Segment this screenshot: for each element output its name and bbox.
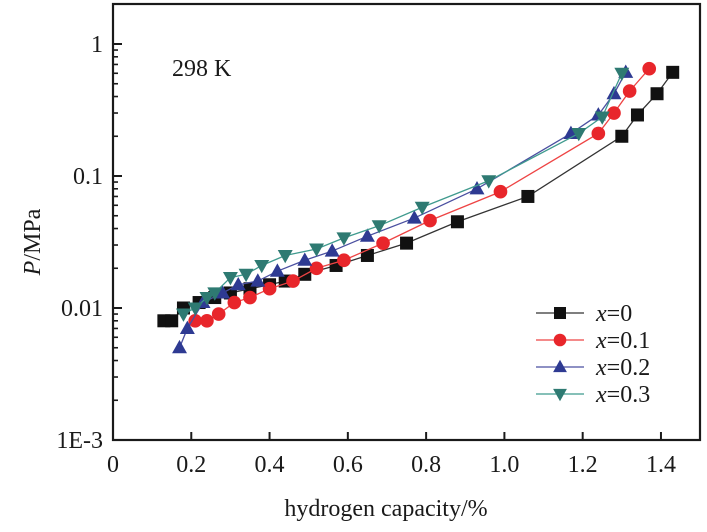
data-point (359, 228, 375, 242)
data-point (297, 252, 313, 266)
data-point (481, 175, 497, 189)
y-axis-title-unit: /MPa (20, 208, 46, 260)
legend-label: x=0.1 (595, 328, 650, 354)
data-point (630, 108, 644, 122)
data-point (324, 243, 340, 257)
data-point (172, 339, 188, 354)
data-point (521, 189, 535, 203)
data-point (207, 287, 223, 301)
legend-marker (554, 307, 566, 319)
data-point (591, 126, 606, 141)
data-point (200, 313, 214, 328)
data-point (400, 236, 414, 250)
data-point (199, 292, 215, 306)
data-point (606, 85, 622, 100)
data-point (615, 129, 629, 143)
legend-item: x=0.1 (536, 328, 650, 354)
data-point (614, 67, 630, 82)
data-point (594, 111, 610, 125)
data-point (227, 295, 242, 310)
data-point (286, 274, 300, 288)
data-point (238, 268, 254, 283)
data-point (211, 307, 226, 321)
data-point (165, 314, 179, 328)
data-point (309, 261, 324, 276)
data-point (376, 236, 390, 250)
data-point (188, 313, 203, 328)
x-tick-label: 0.2 (176, 452, 206, 478)
data-point (243, 290, 257, 305)
data-point (406, 210, 422, 224)
legend-label: x=0.2 (595, 355, 650, 381)
legend-label: x=0 (595, 301, 632, 327)
data-point (469, 180, 485, 195)
series-line (178, 72, 627, 348)
data-point (571, 127, 587, 142)
data-point (179, 320, 195, 334)
x-tick-label: 0 (107, 452, 119, 478)
x-axis-title: hydrogen capacity/% (284, 496, 487, 522)
legend-item: x=0 (536, 301, 632, 327)
y-tick-label: 1 (91, 32, 103, 58)
data-point (262, 281, 277, 296)
x-tick-label: 1.2 (568, 452, 598, 478)
data-point (450, 215, 464, 229)
legend-item: x=0.2 (536, 355, 650, 381)
data-point (222, 272, 238, 286)
series-x-0-3 (175, 67, 630, 322)
legend-item: x=0.3 (536, 382, 650, 408)
data-point (493, 184, 508, 199)
data-point (336, 232, 352, 246)
data-point (642, 61, 657, 76)
y-tick-label: 0.01 (61, 296, 103, 322)
data-point (254, 259, 270, 274)
data-point (622, 84, 637, 98)
data-point (277, 249, 293, 264)
series-line (183, 73, 623, 315)
data-point (371, 220, 387, 234)
data-point (269, 263, 285, 277)
legend-label: x=0.3 (595, 382, 650, 408)
data-point (250, 273, 266, 287)
data-point (360, 248, 374, 262)
data-point (187, 302, 203, 316)
legend: x=0x=0.1x=0.2x=0.3 (536, 301, 650, 408)
y-tick-label: 1E-3 (56, 428, 103, 454)
y-axis-title-var: P (20, 260, 46, 276)
series-x-0-1 (188, 61, 657, 328)
y-axis-title: P/MPa (20, 208, 46, 276)
data-point (337, 253, 351, 268)
legend-marker (553, 359, 567, 373)
data-point (423, 213, 437, 228)
legend-marker (553, 388, 567, 402)
legend-marker (553, 333, 567, 347)
x-tick-label: 1.0 (489, 452, 519, 478)
x-tick-label: 0.4 (255, 452, 285, 478)
y-tick-label: 0.1 (73, 164, 103, 190)
data-point (215, 285, 231, 299)
data-point (175, 308, 191, 322)
x-tick-label: 0.6 (333, 452, 363, 478)
series-line (195, 68, 650, 322)
x-tick-label: 0.8 (411, 452, 441, 478)
data-point (650, 87, 664, 101)
data-point (230, 276, 246, 291)
data-point (607, 106, 621, 120)
data-point (414, 201, 430, 216)
temperature-annotation: 298 K (172, 56, 232, 82)
data-point (309, 243, 325, 257)
axes: 0 0.2 0.4 0.6 0.8 1.0 1.2 1.4 1E-3 0.01 0.1 1 (56, 2, 702, 478)
data-point (666, 65, 680, 79)
plot-frame (111, 2, 702, 442)
x-tick-label: 1.4 (646, 452, 676, 478)
series-layer (157, 61, 680, 354)
